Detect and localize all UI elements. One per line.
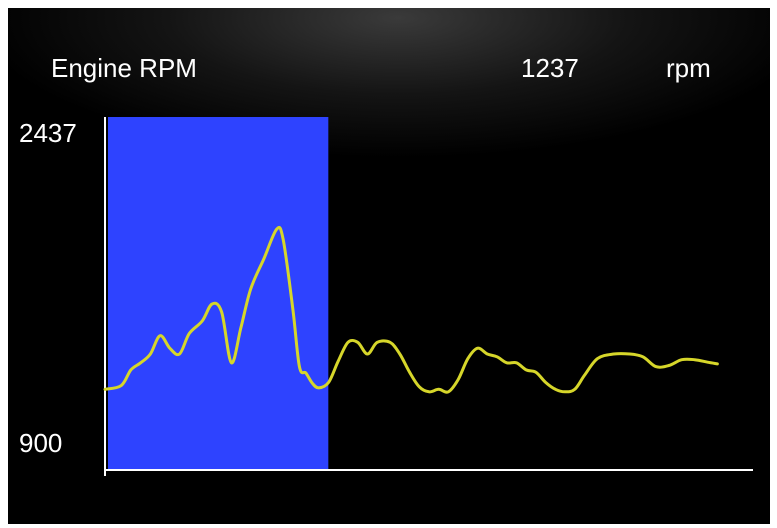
rpm-chart (103, 117, 753, 476)
rpm-readout: 1237 (521, 53, 579, 83)
rpm-series-line (103, 226, 719, 394)
chart-title: Engine RPM (51, 53, 197, 83)
chart-panel: Engine RPM 1237 rpm 2437 900 (8, 8, 770, 524)
y-axis-max-label: 2437 (19, 118, 77, 148)
highlight-region (108, 117, 329, 470)
rpm-unit-label: rpm (666, 53, 711, 83)
y-axis-min-label: 900 (19, 428, 63, 458)
